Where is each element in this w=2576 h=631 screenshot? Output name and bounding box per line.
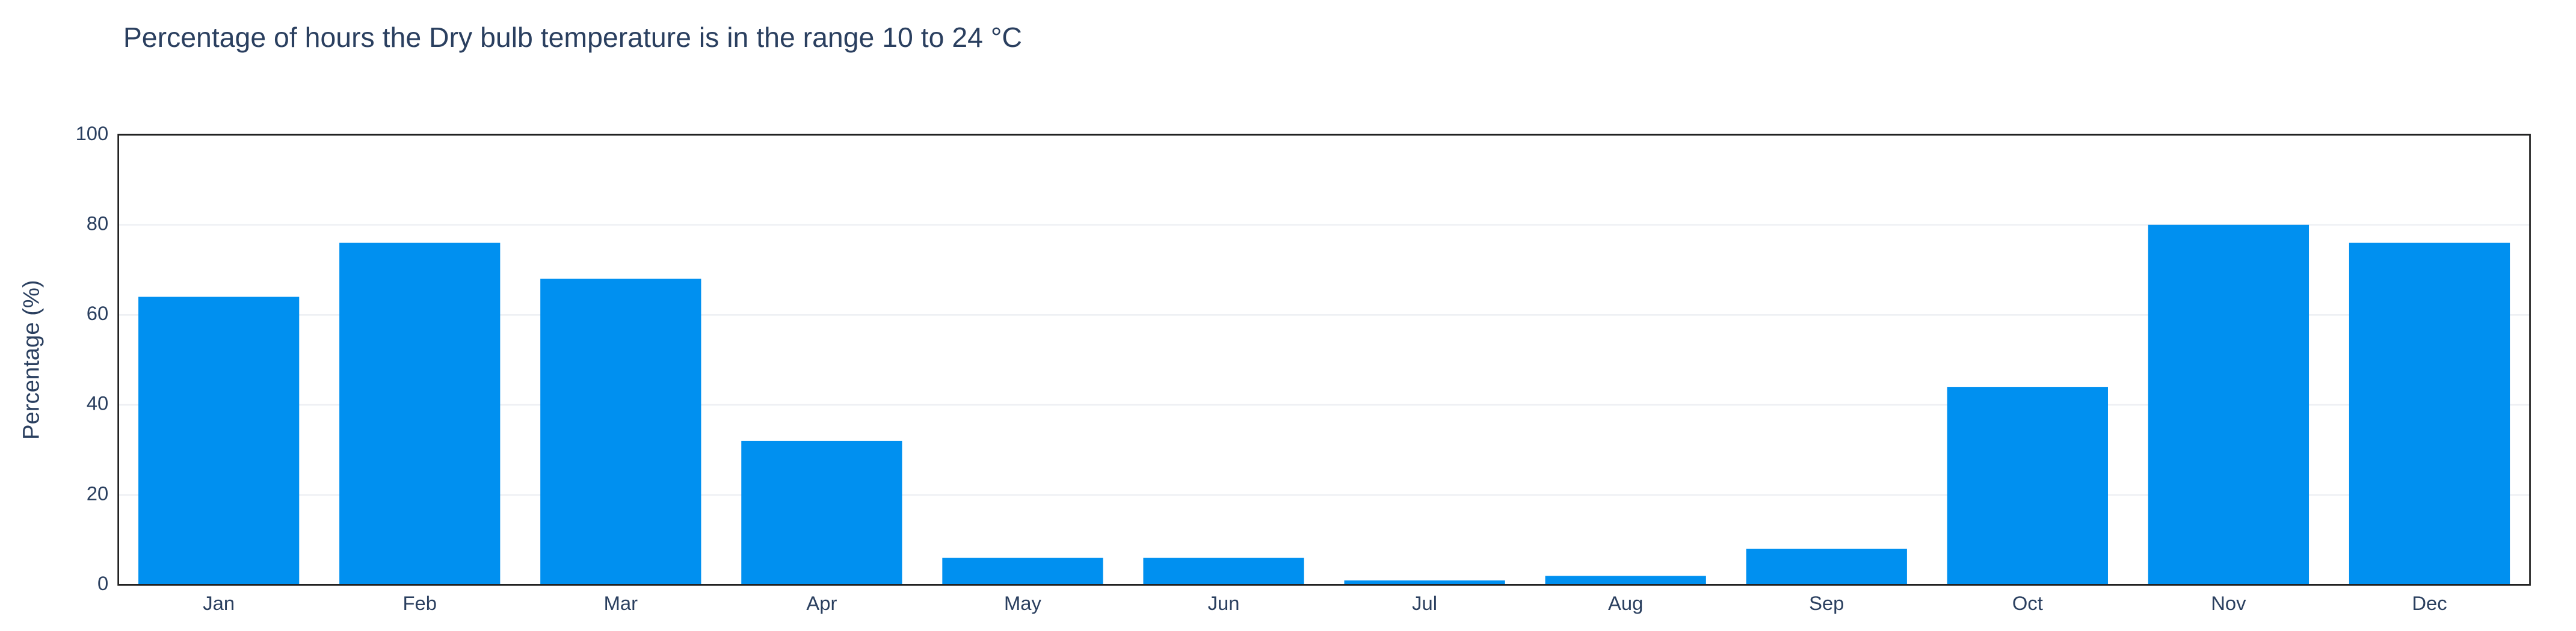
bar bbox=[1947, 387, 2108, 585]
y-tick-label: 60 bbox=[87, 302, 108, 324]
x-tick-label: Aug bbox=[1608, 592, 1643, 614]
x-tick-label: Dec bbox=[2412, 592, 2447, 614]
x-tick-label: Apr bbox=[806, 592, 837, 614]
bar bbox=[2349, 242, 2510, 585]
bar bbox=[138, 297, 300, 585]
bar bbox=[1344, 580, 1505, 585]
y-tick-label: 0 bbox=[97, 572, 108, 594]
bar bbox=[540, 279, 701, 585]
bar bbox=[741, 440, 902, 585]
x-tick-label: Jun bbox=[1208, 592, 1240, 614]
bar bbox=[1746, 549, 1907, 585]
x-tick-label: Nov bbox=[2211, 592, 2246, 614]
x-tick-label: Feb bbox=[403, 592, 437, 614]
y-tick-label: 80 bbox=[87, 212, 108, 234]
y-tick-label: 20 bbox=[87, 482, 108, 504]
y-tick-label: 40 bbox=[87, 392, 108, 414]
bar bbox=[942, 558, 1103, 585]
chart-title: Percentage of hours the Dry bulb tempera… bbox=[123, 22, 1022, 53]
x-tick-label: Sep bbox=[1809, 592, 1844, 614]
x-tick-label: Oct bbox=[2012, 592, 2043, 614]
bar bbox=[1143, 558, 1304, 585]
bar bbox=[1545, 576, 1706, 585]
y-tick-label: 100 bbox=[76, 122, 109, 144]
x-tick-label: May bbox=[1004, 592, 1042, 614]
bar bbox=[339, 242, 501, 585]
plot-frame bbox=[117, 134, 2531, 586]
bar bbox=[2148, 224, 2309, 585]
y-axis-title: Percentage (%) bbox=[19, 280, 45, 440]
x-tick-label: Mar bbox=[604, 592, 638, 614]
x-tick-label: Jul bbox=[1412, 592, 1437, 614]
x-tick-label: Jan bbox=[203, 592, 235, 614]
